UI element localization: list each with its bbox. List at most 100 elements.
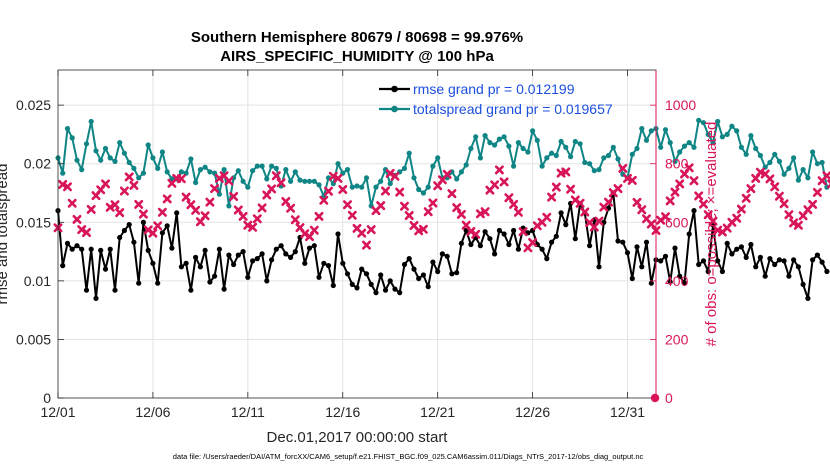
- totalspread-point-73: [401, 165, 408, 171]
- totalspread-point-53: [306, 178, 313, 184]
- totalspread-point-128: [662, 127, 669, 133]
- obs-point-36-stroke-b: [224, 176, 234, 186]
- rmse-point-122: [634, 244, 640, 250]
- obs-point-42-stroke-b: [252, 214, 262, 224]
- rmse-point-26: [178, 264, 184, 270]
- rmse-point-6: [83, 287, 90, 293]
- obs-point-156-stroke-b: [793, 220, 803, 230]
- rmse-point-56: [321, 260, 327, 266]
- rmse-point-133: [686, 231, 692, 237]
- rmse-point-75: [411, 266, 417, 272]
- totalspread-point-95: [506, 143, 512, 149]
- totalspread-point-156: [795, 177, 802, 183]
- obs-point-42: [252, 214, 262, 224]
- rmse-point-118: [615, 238, 621, 244]
- obs-point-143: [732, 213, 742, 223]
- rmse-point-40: [245, 274, 251, 280]
- totalspread-point-131: [677, 149, 683, 155]
- obs-point-144: [736, 204, 746, 214]
- totalspread-point-29: [193, 179, 199, 186]
- obs-point-59-stroke-b: [333, 173, 343, 183]
- totalspread-point-130: [672, 158, 678, 164]
- totalspread-point-96: [510, 163, 517, 169]
- obs-point-145-stroke-b: [741, 193, 751, 203]
- totalspread-point-23: [164, 169, 170, 175]
- legend-label-rmse: rmse grand pr = 0.012199: [413, 81, 575, 97]
- obs-point-84-stroke-b: [452, 203, 462, 213]
- obs-point-73: [399, 201, 410, 211]
- obs-point-75-stroke-b: [409, 220, 419, 231]
- obs-point-138: [708, 216, 718, 226]
- obs-point-1: [58, 179, 68, 190]
- obs-point-26: [176, 174, 186, 184]
- obs-point-18-stroke-b: [138, 209, 148, 219]
- totalspread-point-158: [805, 175, 811, 181]
- obs-point-163-stroke-a: [827, 179, 830, 185]
- obs-point-16-stroke-b: [129, 180, 139, 190]
- obs-point-111: [580, 207, 590, 217]
- y-tick-label-left-4: 0.02: [24, 156, 51, 172]
- obs-point-50-stroke-b: [290, 215, 300, 225]
- totalspread-point-150: [767, 159, 773, 166]
- obs-point-13: [115, 208, 125, 218]
- obs-point-66: [366, 225, 376, 235]
- totalspread-point-11: [107, 155, 113, 161]
- obs-point-7: [86, 204, 96, 214]
- totalspread-point-51: [297, 177, 303, 183]
- totalspread-point-148: [757, 152, 764, 159]
- obs-point-71-stroke-b: [390, 171, 400, 181]
- obs-point-162: [822, 171, 830, 181]
- totalspread-point-18: [140, 170, 146, 176]
- totalspread-point-117: [610, 144, 616, 150]
- y-tick-label-right-1: 200: [665, 331, 689, 347]
- obs-point-37: [229, 191, 239, 202]
- obs-point-103: [542, 212, 552, 222]
- obs-point-64-stroke-b: [357, 228, 367, 238]
- obs-point-121-stroke-b: [627, 175, 637, 185]
- rmse-point-93: [496, 227, 502, 234]
- obs-point-69: [380, 186, 391, 196]
- totalspread-point-59: [335, 161, 341, 167]
- obs-point-43: [257, 203, 267, 213]
- obs-point-111-stroke-b: [580, 207, 590, 217]
- totalspread-point-93: [496, 136, 502, 142]
- obs-point-48-stroke-b: [281, 196, 291, 207]
- obs-point-82: [442, 169, 452, 179]
- obs-point-39-stroke-b: [238, 211, 248, 221]
- totalspread-point-136: [700, 120, 707, 126]
- obs-point-94: [499, 177, 509, 187]
- obs-point-65-stroke-b: [361, 240, 372, 250]
- totalspread-point-76: [416, 186, 422, 193]
- y-tick-label-right-5: 1000: [665, 97, 696, 113]
- rmse-point-58: [330, 282, 336, 289]
- obs-point-89-stroke-b: [475, 209, 485, 219]
- rmse-point-129: [667, 279, 673, 285]
- obs-point-93: [494, 165, 504, 175]
- obs-point-70: [385, 168, 395, 178]
- obs-point-22: [157, 207, 167, 217]
- rmse-point-65: [363, 271, 370, 277]
- obs-point-88: [471, 229, 481, 239]
- totalspread-point-62: [349, 184, 355, 190]
- obs-point-109-stroke-b: [570, 195, 580, 205]
- rmse-point-60: [340, 260, 346, 266]
- rmse-point-109: [572, 236, 578, 242]
- rmse-point-152: [776, 257, 783, 263]
- obs-point-88-stroke-b: [471, 229, 481, 239]
- totalspread-point-97: [515, 140, 522, 146]
- totalspread-point-41: [250, 168, 256, 174]
- obs-point-94-stroke-b: [499, 177, 509, 187]
- obs-point-20-stroke-b: [148, 228, 158, 238]
- obs-point-146-stroke-b: [746, 184, 756, 194]
- obs-point-23: [162, 194, 172, 204]
- obs-point-46: [271, 171, 281, 181]
- rmse-point-106: [558, 210, 564, 216]
- x-tick-label-1: 12/06: [135, 404, 170, 420]
- totalspread-point-3: [69, 135, 75, 141]
- rmse-point-35: [221, 286, 227, 292]
- rmse-point-52: [302, 260, 308, 266]
- rmse-point-114: [596, 264, 602, 270]
- obs-point-11-stroke-b: [105, 202, 115, 212]
- obs-point-47-stroke-b: [276, 178, 286, 188]
- obs-point-108-stroke-b: [566, 184, 576, 194]
